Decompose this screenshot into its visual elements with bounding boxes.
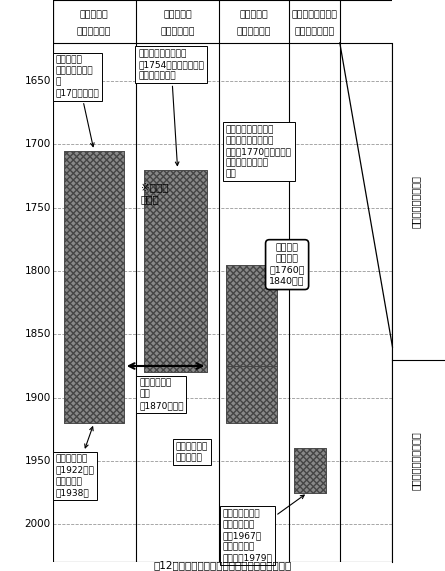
Text: （絞油水車）: （絞油水車） xyxy=(160,27,195,37)
Text: 大阪諸産業の低迷化: 大阪諸産業の低迷化 xyxy=(411,175,421,228)
Text: （緑後の水車）: （緑後の水車） xyxy=(294,27,335,37)
Bar xyxy=(294,448,326,493)
Text: 製粉（蕎麦など）: 製粉（蕎麦など） xyxy=(291,10,337,19)
Bar xyxy=(65,151,124,423)
Text: 1700: 1700 xyxy=(24,139,51,149)
Text: 大阪油問屋が独占し
ていた絞油業の規制
緩和（1770）。摂津で
の絞油が公認され
る。: 大阪油問屋が独占し ていた絞油業の規制 緩和（1770）。摂津で の絞油が公認さ… xyxy=(226,125,292,179)
Bar xyxy=(144,170,207,372)
Text: 1850: 1850 xyxy=(24,329,51,339)
Bar xyxy=(144,170,207,372)
Bar xyxy=(294,448,326,493)
Bar xyxy=(65,151,124,423)
Text: 石油ランプの
普及
（1870頃～）: 石油ランプの 普及 （1870頃～） xyxy=(139,379,184,410)
Text: 酒造用精米: 酒造用精米 xyxy=(80,10,109,19)
Text: 六甲南麓地の新興産業: 六甲南麓地の新興産業 xyxy=(411,432,421,490)
Text: 1950: 1950 xyxy=(24,456,51,466)
Text: 1900: 1900 xyxy=(24,393,51,403)
Bar xyxy=(226,264,277,366)
Text: 幕府の酒造規制緩和
（1754）。灘・今津の
酒造業が台頭。: 幕府の酒造規制緩和 （1754）。灘・今津の 酒造業が台頭。 xyxy=(138,49,204,166)
Text: 2000: 2000 xyxy=(24,520,51,529)
Bar xyxy=(226,264,277,366)
Text: 1800: 1800 xyxy=(24,266,51,276)
Text: 1750: 1750 xyxy=(24,203,51,212)
Text: 菜種油絞り: 菜種油絞り xyxy=(163,10,192,19)
Bar xyxy=(226,366,277,423)
Text: （粉挽水車）: （粉挽水車） xyxy=(237,27,271,37)
Text: （米搗水車）: （米搗水車） xyxy=(77,27,111,37)
Text: 電動機の普及
（1922頃）
阪神大水害
（1938）: 電動機の普及 （1922頃） 阪神大水害 （1938） xyxy=(56,427,95,497)
Bar xyxy=(226,366,277,423)
Text: ※菜種油
＝灯油: ※菜種油 ＝灯油 xyxy=(141,182,168,204)
Text: 水害により多く
の水車場が被
災（1967）
最後の水車場
が焼失（1979）: 水害により多く の水車場が被 災（1967） 最後の水車場 が焼失（1979） xyxy=(222,495,304,562)
Text: 第12図　六甲山地南麓における水車作業の変遷: 第12図 六甲山地南麓における水車作業の変遷 xyxy=(154,560,291,570)
Text: 伊丹・池田
で、酒造業が発
展
（17世紀後葉）: 伊丹・池田 で、酒造業が発 展 （17世紀後葉） xyxy=(56,55,100,147)
Text: 生産の中心が
播州へ移動: 生産の中心が 播州へ移動 xyxy=(176,442,208,462)
Text: イギリス
産業革命
（1760～
1840頃）: イギリス 産業革命 （1760～ 1840頃） xyxy=(269,243,305,286)
Text: 1650: 1650 xyxy=(24,76,51,86)
Text: 素麺用製粉: 素麺用製粉 xyxy=(239,10,268,19)
